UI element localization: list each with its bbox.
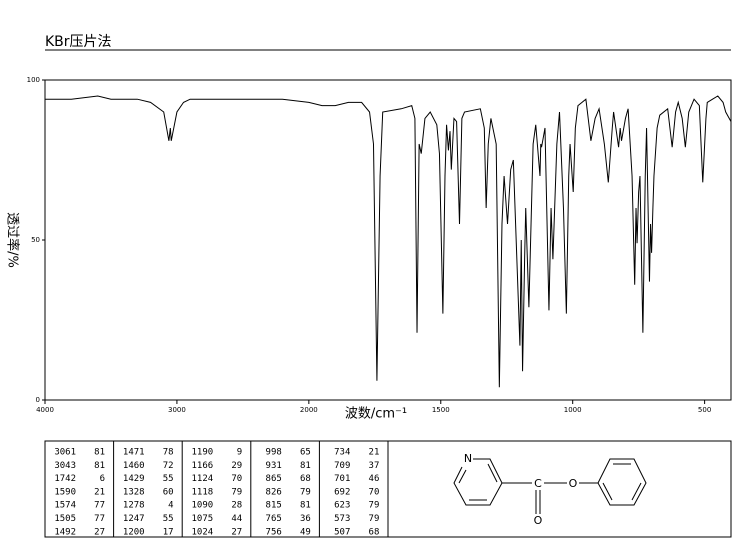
peak-transmittance: 68 <box>300 474 311 484</box>
peak-wavenumber: 1024 <box>192 527 214 537</box>
peak-wavenumber: 1460 <box>123 461 145 471</box>
peak-wavenumber: 865 <box>266 474 282 484</box>
peak-wavenumber: 765 <box>266 514 282 524</box>
peak-wavenumber: 998 <box>266 448 282 458</box>
peak-transmittance: 27 <box>94 527 105 537</box>
peak-wavenumber: 1200 <box>123 527 145 537</box>
peak-wavenumber: 507 <box>334 527 350 537</box>
x-tick-label: 1500 <box>432 406 450 414</box>
y-tick-label: 100 <box>27 76 40 84</box>
peak-wavenumber: 1590 <box>54 487 76 497</box>
peak-transmittance: 77 <box>94 501 105 511</box>
peak-transmittance: 28 <box>231 501 242 511</box>
peak-transmittance: 27 <box>231 527 242 537</box>
peak-wavenumber: 1328 <box>123 487 145 497</box>
x-axis-label: 波数/cm⁻¹ <box>345 407 407 422</box>
peak-wavenumber: 756 <box>266 527 282 537</box>
peak-transmittance: 6 <box>100 474 105 484</box>
spectrum-line <box>45 95 732 388</box>
peak-transmittance: 70 <box>369 487 380 497</box>
peak-transmittance: 81 <box>300 501 311 511</box>
peak-transmittance: 9 <box>237 448 242 458</box>
peak-wavenumber: 1492 <box>54 527 76 537</box>
peak-wavenumber: 826 <box>266 487 282 497</box>
peak-wavenumber: 1118 <box>192 487 214 497</box>
y-axis-label: 透过率/% <box>5 212 21 268</box>
atom-label: O <box>569 477 578 490</box>
peak-wavenumber: 931 <box>266 461 282 471</box>
peak-transmittance: 46 <box>369 474 380 484</box>
peak-transmittance: 81 <box>94 461 105 471</box>
peak-transmittance: 68 <box>369 527 380 537</box>
peak-transmittance: 17 <box>163 527 174 537</box>
chart-title: KBr压片法 <box>45 34 112 50</box>
y-tick-label: 50 <box>31 236 40 244</box>
peak-transmittance: 44 <box>231 514 242 524</box>
peak-transmittance: 55 <box>163 474 174 484</box>
atom-label: N <box>464 452 472 465</box>
peak-wavenumber: 1471 <box>123 448 145 458</box>
peak-transmittance: 78 <box>163 448 174 458</box>
peak-wavenumber: 3043 <box>54 461 76 471</box>
plot-frame <box>44 79 732 401</box>
peak-transmittance: 21 <box>94 487 105 497</box>
peak-wavenumber: 1429 <box>123 474 145 484</box>
phenyl-ring <box>597 458 647 506</box>
peak-wavenumber: 734 <box>334 448 350 458</box>
peak-transmittance: 55 <box>163 514 174 524</box>
peak-wavenumber: 815 <box>266 501 282 511</box>
peak-wavenumber: 1505 <box>54 514 76 524</box>
peak-wavenumber: 1190 <box>192 448 214 458</box>
peak-transmittance: 81 <box>300 461 311 471</box>
peak-transmittance: 72 <box>163 461 174 471</box>
atom-label: O <box>534 514 543 527</box>
y-tick-label: 0 <box>36 396 40 404</box>
peak-wavenumber: 1124 <box>192 474 214 484</box>
peak-wavenumber: 1090 <box>192 501 214 511</box>
peak-wavenumber: 1278 <box>123 501 145 511</box>
peak-transmittance: 29 <box>231 461 242 471</box>
peak-transmittance: 36 <box>300 514 311 524</box>
peak-transmittance: 81 <box>94 448 105 458</box>
peak-transmittance: 4 <box>168 501 173 511</box>
peak-transmittance: 79 <box>369 514 380 524</box>
peak-transmittance: 65 <box>300 448 311 458</box>
peak-wavenumber: 1166 <box>192 461 214 471</box>
peak-transmittance: 37 <box>369 461 380 471</box>
peak-wavenumber: 573 <box>334 514 350 524</box>
atom-label: C <box>534 477 542 490</box>
peak-wavenumber: 701 <box>334 474 350 484</box>
peak-wavenumber: 1075 <box>192 514 214 524</box>
peak-transmittance: 60 <box>163 487 174 497</box>
bond <box>631 482 642 501</box>
peak-wavenumber: 1247 <box>123 514 145 524</box>
bond <box>458 469 467 484</box>
x-tick-label: 500 <box>698 406 711 414</box>
peak-transmittance: 79 <box>300 487 311 497</box>
peak-transmittance: 21 <box>369 448 380 458</box>
structure <box>453 458 647 514</box>
pyridine-ring <box>453 458 503 506</box>
bond <box>487 463 498 483</box>
peak-transmittance: 70 <box>231 474 242 484</box>
peak-transmittance: 79 <box>369 501 380 511</box>
peak-wavenumber: 3061 <box>54 448 76 458</box>
x-tick-label: 4000 <box>36 406 54 414</box>
peak-wavenumber: 692 <box>334 487 350 497</box>
peak-transmittance: 77 <box>94 514 105 524</box>
peak-wavenumber: 1742 <box>54 474 76 484</box>
bond <box>602 482 613 501</box>
x-tick-label: 2000 <box>300 406 318 414</box>
x-tick-label: 3000 <box>168 406 186 414</box>
peak-transmittance: 49 <box>300 527 311 537</box>
peak-wavenumber: 623 <box>334 501 350 511</box>
peak-wavenumber: 1574 <box>54 501 76 511</box>
x-tick-label: 1000 <box>564 406 582 414</box>
peak-transmittance: 79 <box>231 487 242 497</box>
peak-wavenumber: 709 <box>334 461 350 471</box>
